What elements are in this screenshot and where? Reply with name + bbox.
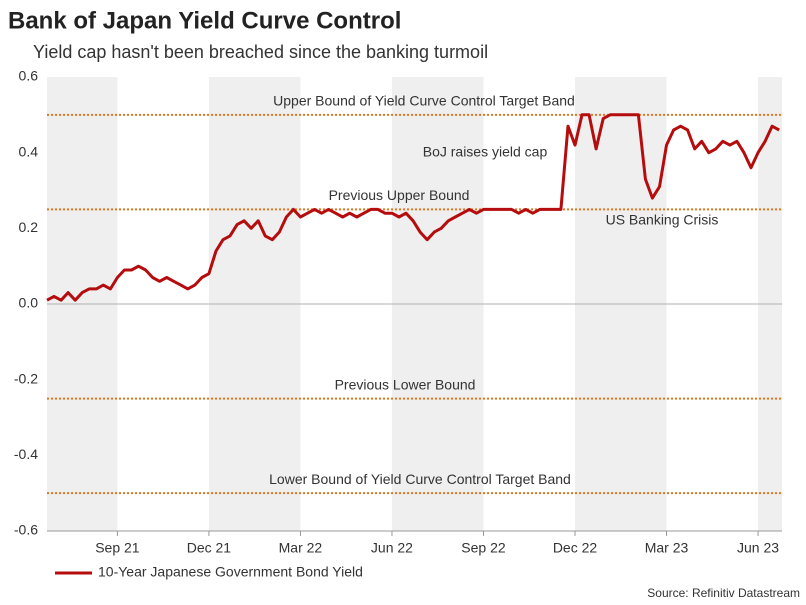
reference-label: Upper Bound of Yield Curve Control Targe… [273, 93, 575, 109]
reference-label: Previous Lower Bound [335, 376, 476, 392]
y-tick-label: -0.2 [14, 370, 38, 386]
y-tick-label: 0.2 [19, 219, 39, 235]
source: Source: Refinitiv Datastream [647, 586, 800, 600]
legend-label: 10-Year Japanese Government Bond Yield [98, 564, 363, 580]
data-line [46, 113, 780, 302]
reference-label: Previous Upper Bound [329, 187, 470, 203]
chart-subtitle: Yield cap hasn't been breached since the… [33, 42, 488, 62]
x-tick-label: Jun 22 [371, 540, 413, 556]
x-tick-label: Dec 22 [553, 540, 598, 556]
x-tick-label: Mar 22 [279, 540, 323, 556]
y-tick-label: -0.6 [14, 522, 38, 538]
y-tick-label: 0.0 [19, 295, 39, 311]
annotation: US Banking Crisis [606, 212, 719, 228]
reference-label: Lower Bound of Yield Curve Control Targe… [269, 471, 571, 487]
y-tick-label: -0.4 [14, 446, 38, 462]
annotation: BoJ raises yield cap [423, 144, 548, 160]
x-tick-label: Dec 21 [187, 540, 232, 556]
chart-title: Bank of Japan Yield Curve Control [8, 7, 401, 34]
x-tick-label: Mar 23 [645, 540, 689, 556]
y-tick-label: 0.6 [19, 68, 39, 84]
x-tick-label: Jun 23 [737, 540, 779, 556]
x-tick-label: Sep 21 [95, 540, 140, 556]
y-tick-label: 0.4 [19, 143, 39, 159]
x-tick-label: Sep 22 [461, 540, 506, 556]
